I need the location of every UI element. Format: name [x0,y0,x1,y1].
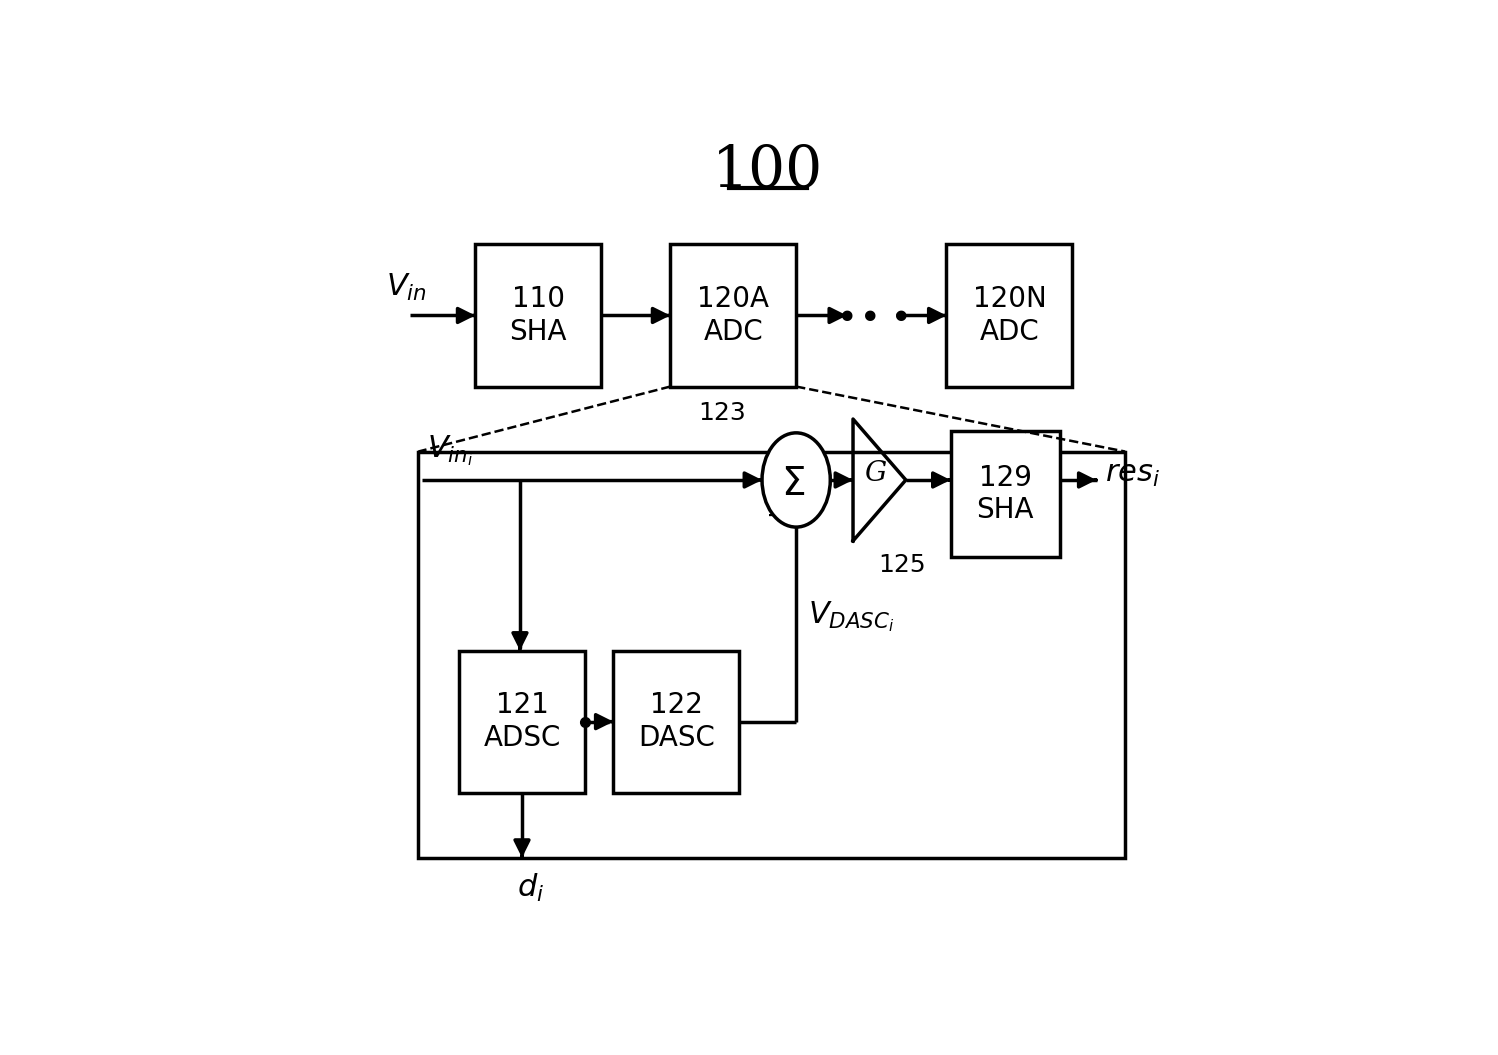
Bar [670,245,795,386]
Bar [475,245,601,386]
Text: $\bullet\!\bullet\!\bullet$: $\bullet\!\bullet\!\bullet$ [834,299,908,332]
Bar [458,651,584,792]
Text: $res_i$: $res_i$ [1106,458,1159,488]
Text: $\Sigma$: $\Sigma$ [780,465,804,502]
Bar [951,431,1061,557]
Ellipse shape [762,433,830,528]
Text: $V_{in}$: $V_{in}$ [386,272,427,303]
Text: 110
SHA: 110 SHA [509,285,566,346]
Text: $V_{in_i}$: $V_{in_i}$ [427,434,473,467]
Text: 120N
ADC: 120N ADC [972,285,1046,346]
Text: $-$: $-$ [764,501,786,529]
Text: $d_i$: $d_i$ [517,872,544,904]
Text: 122
DASC: 122 DASC [638,691,715,752]
Text: 100: 100 [712,143,824,199]
Bar [613,651,740,792]
Text: 121
ADSC: 121 ADSC [484,691,560,752]
Text: $V_{DASC_i}$: $V_{DASC_i}$ [809,599,894,634]
Text: 120A
ADC: 120A ADC [697,285,768,346]
Text: G: G [864,460,887,487]
Text: 129
SHA: 129 SHA [977,464,1034,524]
Bar [947,245,1073,386]
Text: 125: 125 [878,553,926,577]
Text: 123: 123 [698,401,746,425]
Bar [418,452,1125,858]
